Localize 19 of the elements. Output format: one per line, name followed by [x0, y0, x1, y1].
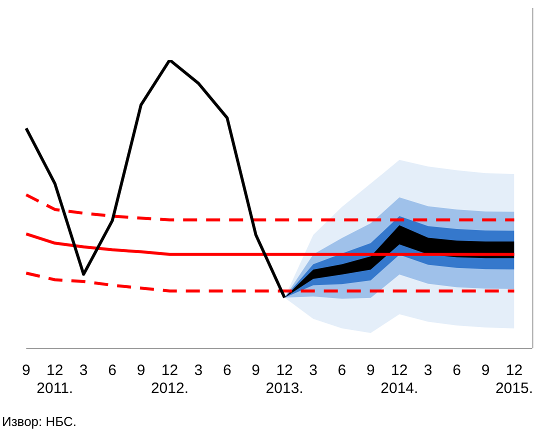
x-tick-label: 12 2013. [266, 362, 304, 398]
x-tick-label: 12 2012. [150, 362, 188, 398]
x-tick-label: 9 [22, 362, 30, 380]
x-tick-label: 9 [366, 362, 375, 380]
x-tick-label: 9 [136, 362, 146, 380]
text: Извор: НБС. [2, 414, 78, 429]
x-tick-label: 3 [424, 362, 432, 380]
x-tick-label: 6 [108, 362, 116, 380]
x-tick-label: 6 [338, 362, 346, 380]
x-tick-label: 9 [252, 362, 260, 380]
x-tick-label: 12 2015. [495, 362, 534, 398]
x-tick-label: 3 [309, 362, 318, 380]
x-tick-label: 3 [194, 362, 203, 380]
x-tick-label: 3 [79, 362, 88, 380]
x-tick-label: 12 2014. [380, 362, 418, 398]
x-tick-label: 6 [222, 362, 232, 380]
x-tick-label: 12 2011. [36, 362, 74, 398]
x-tick-label: 9 [481, 362, 490, 380]
x-tick-label: 6 [452, 362, 461, 380]
